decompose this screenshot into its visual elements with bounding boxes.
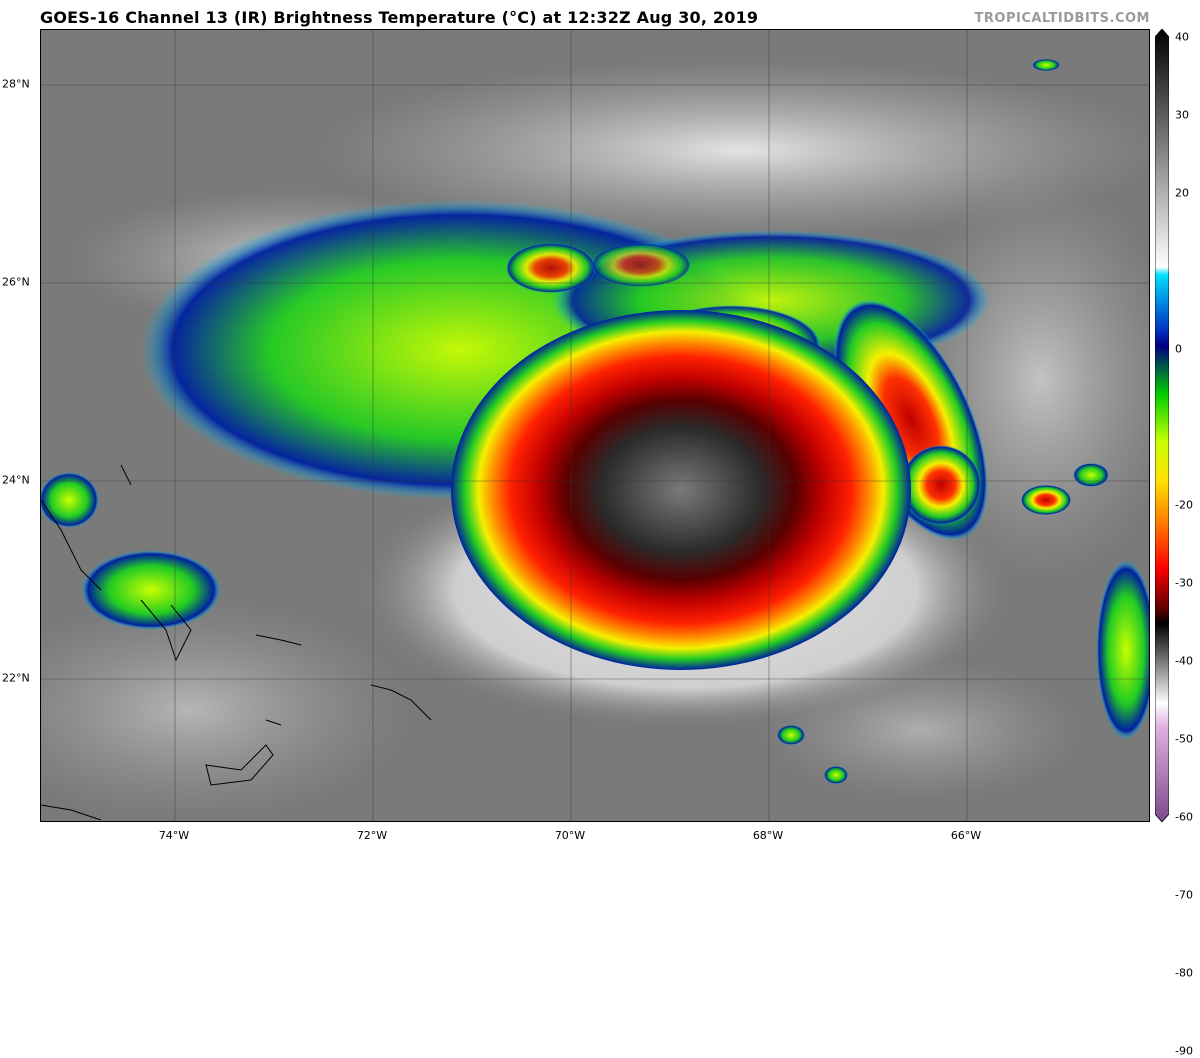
colorbar-tick: -20 — [1175, 498, 1193, 512]
credit-label: TROPICALTIDBITS.COM — [974, 11, 1150, 26]
lon-label-74w: 74°W — [158, 829, 190, 842]
colorbar-tick: -40 — [1175, 654, 1193, 668]
colorbar-tick: -80 — [1175, 966, 1193, 980]
satellite-map[interactable] — [40, 29, 1150, 822]
satellite-imagery — [41, 30, 1149, 821]
colorbar-tick: 0 — [1175, 342, 1182, 356]
lon-label-66w: 66°W — [950, 829, 982, 842]
colorbar — [1154, 28, 1170, 823]
colorbar-tick: 30 — [1175, 108, 1189, 122]
colorbar-tick: -50 — [1175, 732, 1193, 746]
lon-label-70w: 70°W — [554, 829, 586, 842]
lat-label-28n: 28°N — [2, 77, 30, 91]
lon-label-72w: 72°W — [356, 829, 388, 842]
lat-label-24n: 24°N — [2, 473, 30, 487]
lon-label-68w: 68°W — [752, 829, 784, 842]
colorbar-tick: -30 — [1175, 576, 1193, 590]
colorbar-tick: -70 — [1175, 888, 1193, 902]
lat-label-22n: 22°N — [2, 671, 30, 685]
colorbar-tick: -60 — [1175, 810, 1193, 824]
colorbar-tick: 20 — [1175, 186, 1189, 200]
map-title: GOES-16 Channel 13 (IR) Brightness Tempe… — [40, 8, 759, 27]
colorbar-tick: -90 — [1175, 1044, 1193, 1058]
colorbar-tick: 40 — [1175, 30, 1189, 44]
lat-label-26n: 26°N — [2, 275, 30, 289]
